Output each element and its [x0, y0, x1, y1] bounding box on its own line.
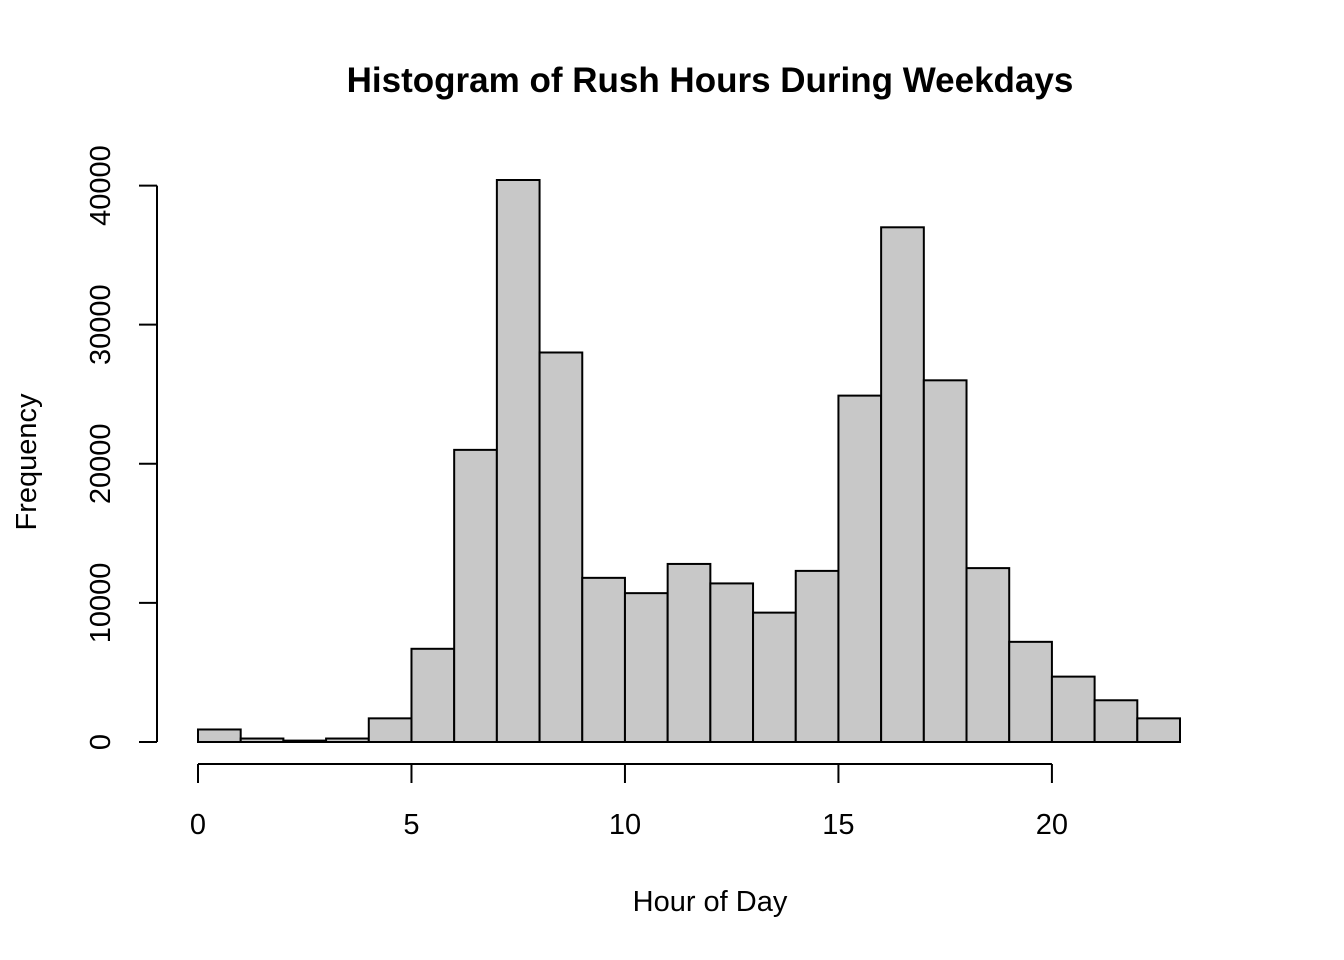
y-tick-label-1: 10000 [85, 563, 117, 644]
histogram-bar-12 [709, 582, 755, 743]
histogram-bar-2 [282, 739, 328, 743]
histogram-bar-3 [325, 737, 370, 744]
histogram-bar-4 [367, 717, 413, 744]
histogram-bar-6 [453, 448, 498, 743]
y-axis-title: Frequency [11, 393, 43, 531]
histogram-bar-17 [922, 379, 968, 743]
histogram-bar-20 [1050, 675, 1096, 744]
histogram-bar-21 [1093, 699, 1139, 744]
histogram-bar-15 [837, 394, 883, 743]
histogram-bar-14 [794, 569, 840, 744]
histogram-bar-5 [410, 647, 456, 744]
histogram-bar-16 [880, 226, 925, 743]
chart-title: Histogram of Rush Hours During Weekdays [347, 61, 1074, 100]
x-tick-label-0: 0 [190, 809, 206, 841]
histogram-bar-13 [752, 611, 797, 744]
x-axis-title: Hour of Day [633, 886, 788, 918]
histogram-bar-18 [965, 567, 1011, 744]
histogram-bars [197, 179, 1181, 744]
y-axis: 0 10000 20000 30000 40000 [85, 145, 158, 750]
histogram-bar-19 [1008, 640, 1053, 744]
x-axis: 0 5 10 15 20 [190, 763, 1068, 841]
histogram-bar-11 [666, 562, 712, 744]
histogram-bar-10 [623, 592, 669, 743]
histogram-bar-22 [1136, 717, 1181, 744]
y-tick-label-3: 30000 [85, 284, 117, 365]
x-tick-label-4: 20 [1036, 809, 1068, 841]
x-tick-label-2: 10 [609, 809, 641, 841]
x-tick-label-1: 5 [403, 809, 419, 841]
y-tick-label-2: 20000 [85, 423, 117, 504]
histogram-bar-0 [197, 728, 242, 744]
y-tick-label-0: 0 [85, 734, 117, 750]
x-tick-label-3: 15 [822, 809, 854, 841]
histogram-bar-8 [538, 351, 584, 743]
histogram-bar-9 [581, 576, 626, 744]
histogram-bar-7 [495, 179, 541, 743]
y-tick-label-4: 40000 [85, 145, 117, 226]
histogram-bar-1 [239, 737, 285, 744]
